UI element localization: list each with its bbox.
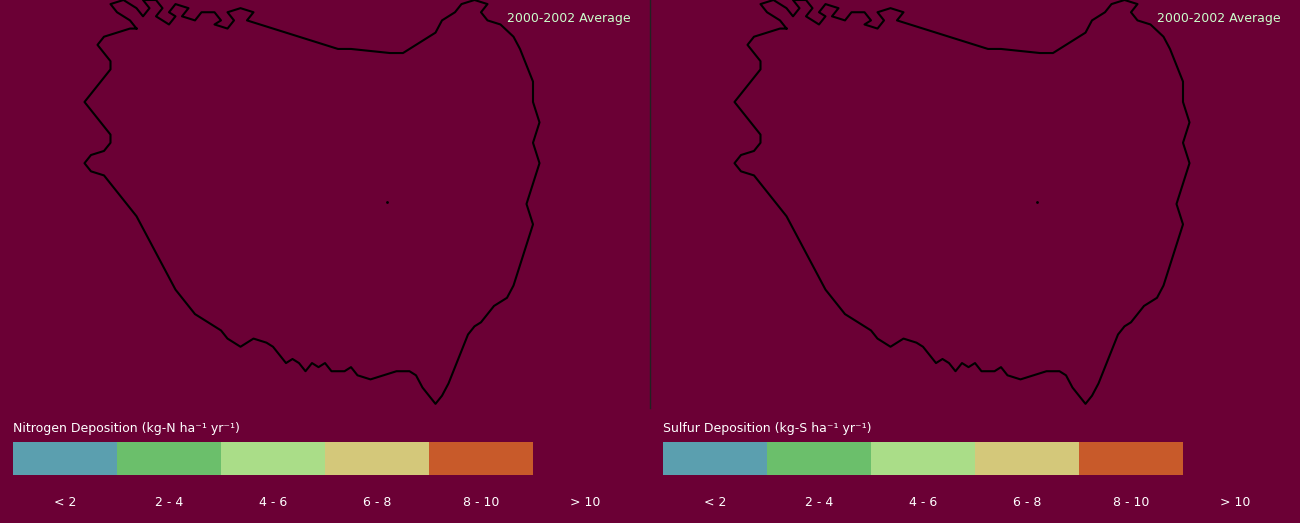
Bar <box>871 442 975 475</box>
Bar <box>663 442 767 475</box>
Text: 2000-2002 Average: 2000-2002 Average <box>507 12 630 25</box>
Text: > 10: > 10 <box>1219 496 1251 509</box>
Text: 4 - 6: 4 - 6 <box>259 496 287 509</box>
Text: 4 - 6: 4 - 6 <box>909 496 937 509</box>
Bar <box>975 442 1079 475</box>
Bar <box>429 442 533 475</box>
Bar <box>767 442 871 475</box>
Text: 6 - 8: 6 - 8 <box>363 496 391 509</box>
Text: Sulfur Deposition (kg-S ha⁻¹ yr⁻¹): Sulfur Deposition (kg-S ha⁻¹ yr⁻¹) <box>663 422 871 435</box>
Text: < 2: < 2 <box>53 496 77 509</box>
Polygon shape <box>84 0 540 404</box>
Bar <box>221 442 325 475</box>
Bar <box>13 442 117 475</box>
Text: > 10: > 10 <box>569 496 601 509</box>
Text: 8 - 10: 8 - 10 <box>463 496 499 509</box>
Text: 2 - 4: 2 - 4 <box>805 496 833 509</box>
Text: 2 - 4: 2 - 4 <box>155 496 183 509</box>
Polygon shape <box>734 0 1190 404</box>
Bar <box>325 442 429 475</box>
Text: 2000-2002 Average: 2000-2002 Average <box>1157 12 1280 25</box>
Bar <box>117 442 221 475</box>
Text: 6 - 8: 6 - 8 <box>1013 496 1041 509</box>
Bar <box>1079 442 1183 475</box>
Text: < 2: < 2 <box>703 496 727 509</box>
Bar <box>533 442 637 475</box>
Text: 8 - 10: 8 - 10 <box>1113 496 1149 509</box>
Text: Nitrogen Deposition (kg-N ha⁻¹ yr⁻¹): Nitrogen Deposition (kg-N ha⁻¹ yr⁻¹) <box>13 422 240 435</box>
Bar <box>1183 442 1287 475</box>
